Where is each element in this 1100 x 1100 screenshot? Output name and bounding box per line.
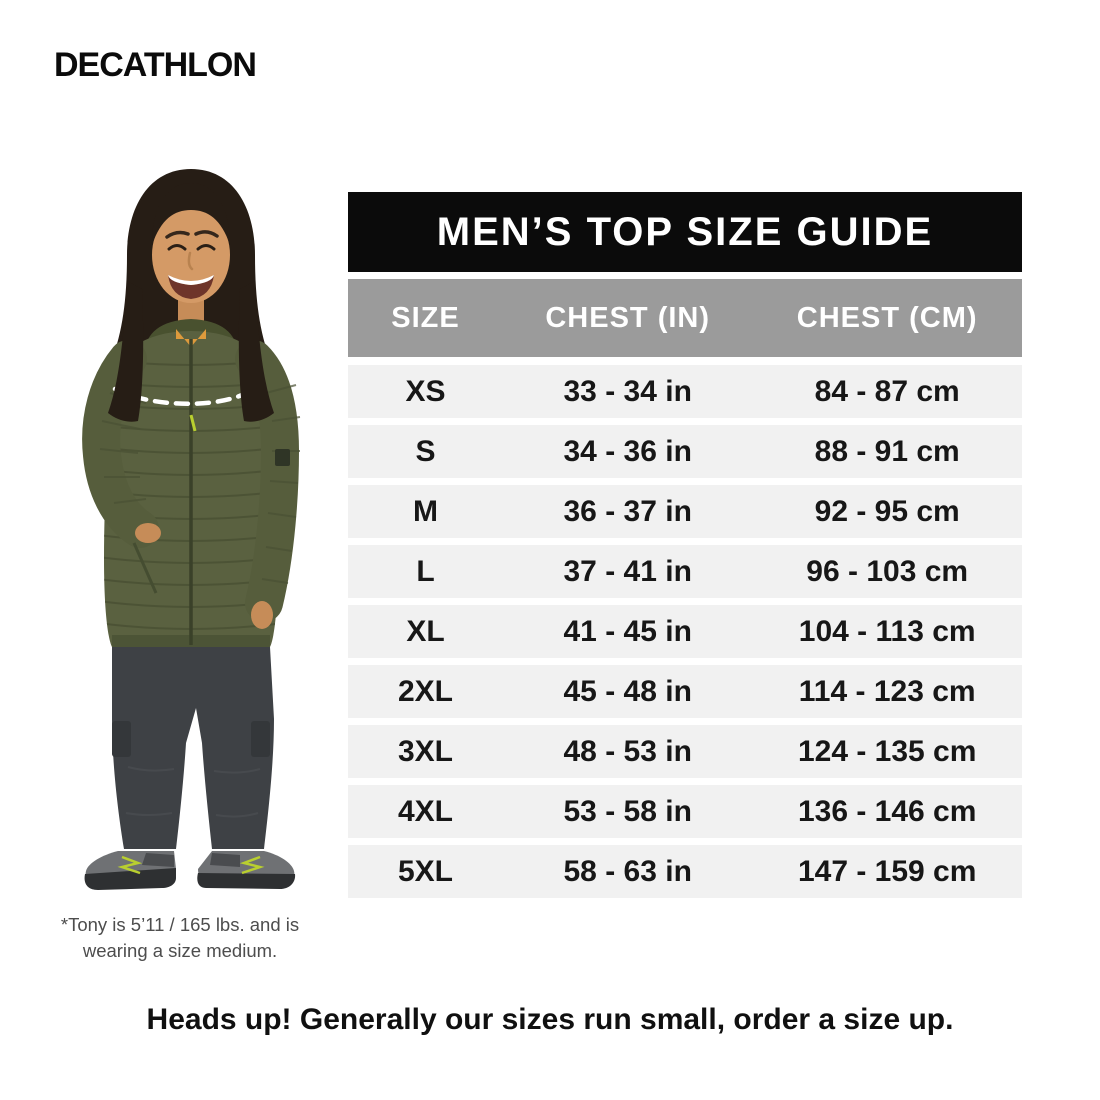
table-row: L 37 - 41 in 96 - 103 cm <box>348 545 1022 598</box>
chest-in-cell: 48 - 53 in <box>563 734 692 768</box>
right-laces <box>239 855 265 875</box>
nose <box>187 251 194 271</box>
size-cell: 4XL <box>397 794 454 828</box>
pocket-line <box>132 542 158 594</box>
jacket-left-arm <box>82 340 159 548</box>
teeth <box>168 275 214 285</box>
cargo-pocket-right <box>251 721 270 757</box>
model-photo <box>28 163 338 908</box>
chest-cm-cell: 124 - 135 cm <box>797 734 977 768</box>
sleeve-badge <box>275 449 290 466</box>
cargo-pocket-left <box>112 721 131 757</box>
left-hand <box>135 523 161 543</box>
right-sole <box>197 873 296 889</box>
column-header-chest-cm: CHEST (CM) <box>796 301 978 334</box>
size-cell: 3XL <box>397 734 454 768</box>
table-row: 5XL 58 - 63 in 147 - 159 cm <box>348 845 1022 898</box>
table-row: XS 33 - 34 in 84 - 87 cm <box>348 365 1022 418</box>
size-cell: S <box>415 434 436 468</box>
table-row: M 36 - 37 in 92 - 95 cm <box>348 485 1022 538</box>
table-row: 2XL 45 - 48 in 114 - 123 cm <box>348 665 1022 718</box>
size-cell: XL <box>406 614 445 648</box>
chest-in-cell: 33 - 34 in <box>563 374 692 408</box>
table-header-row: SIZE CHEST (IN) CHEST (CM) <box>348 279 1022 357</box>
size-cell: L <box>416 554 435 588</box>
chest-cm-cell: 104 - 113 cm <box>798 614 976 648</box>
chest-cm-cell: 88 - 91 cm <box>814 434 960 468</box>
zipper-pull <box>189 414 197 432</box>
model-caption: *Tony is 5’11 / 165 lbs. and is wearing … <box>28 912 332 964</box>
chest-cm-cell: 92 - 95 cm <box>814 494 960 528</box>
chest-in-cell: 58 - 63 in <box>563 854 692 888</box>
chest-in-cell: 53 - 58 in <box>563 794 692 828</box>
chest-in-cell: 37 - 41 in <box>563 554 692 588</box>
column-header-chest-in: CHEST (IN) <box>545 301 711 334</box>
chest-in-cell: 34 - 36 in <box>563 434 692 468</box>
table-row: 3XL 48 - 53 in 124 - 135 cm <box>348 725 1022 778</box>
table-title: MEN’S TOP SIZE GUIDE <box>348 192 1022 272</box>
hair-strand-right <box>238 281 274 422</box>
hair-strand-left <box>108 281 144 422</box>
chest-in-cell: 36 - 37 in <box>563 494 692 528</box>
model-caption-line1: *Tony is 5’11 / 165 lbs. and is <box>60 914 300 935</box>
size-guide-table: MEN’S TOP SIZE GUIDE SIZE CHEST (IN) CHE… <box>348 192 1022 905</box>
right-shoe-panel <box>210 853 240 867</box>
mouth <box>168 275 214 299</box>
chest-cm-cell: 114 - 123 cm <box>798 674 976 708</box>
sizing-note: Heads up! Generally our sizes run small,… <box>146 1003 954 1036</box>
column-header-size: SIZE <box>391 301 460 334</box>
table-row: S 34 - 36 in 88 - 91 cm <box>348 425 1022 478</box>
decathlon-logo: DECATHLON <box>54 46 257 84</box>
chest-in-cell: 41 - 45 in <box>563 614 692 648</box>
left-laces <box>117 855 143 875</box>
model-illustration <box>82 169 301 890</box>
eyes <box>167 244 216 251</box>
left-shoe-panel <box>142 853 174 867</box>
size-cell: 5XL <box>397 854 454 888</box>
pants-creases <box>125 766 261 818</box>
pants <box>112 647 274 849</box>
chest-in-cell: 45 - 48 in <box>563 674 692 708</box>
chest-cm-cell: 84 - 87 cm <box>814 374 960 408</box>
table-row: XL 41 - 45 in 104 - 113 cm <box>348 605 1022 658</box>
chest-cm-cell: 147 - 159 cm <box>797 854 977 888</box>
left-sole <box>84 868 176 890</box>
chest-cm-cell: 136 - 146 cm <box>797 794 977 828</box>
table-row: 4XL 53 - 58 in 136 - 146 cm <box>348 785 1022 838</box>
size-cell: M <box>413 494 438 528</box>
bangs <box>152 183 230 245</box>
size-cell: 2XL <box>397 674 454 708</box>
size-cell: XS <box>405 374 446 408</box>
model-caption-line2: wearing a size medium. <box>82 939 278 961</box>
eyebrows <box>165 230 219 239</box>
chest-cm-cell: 96 - 103 cm <box>806 554 969 588</box>
right-hand <box>251 601 273 629</box>
